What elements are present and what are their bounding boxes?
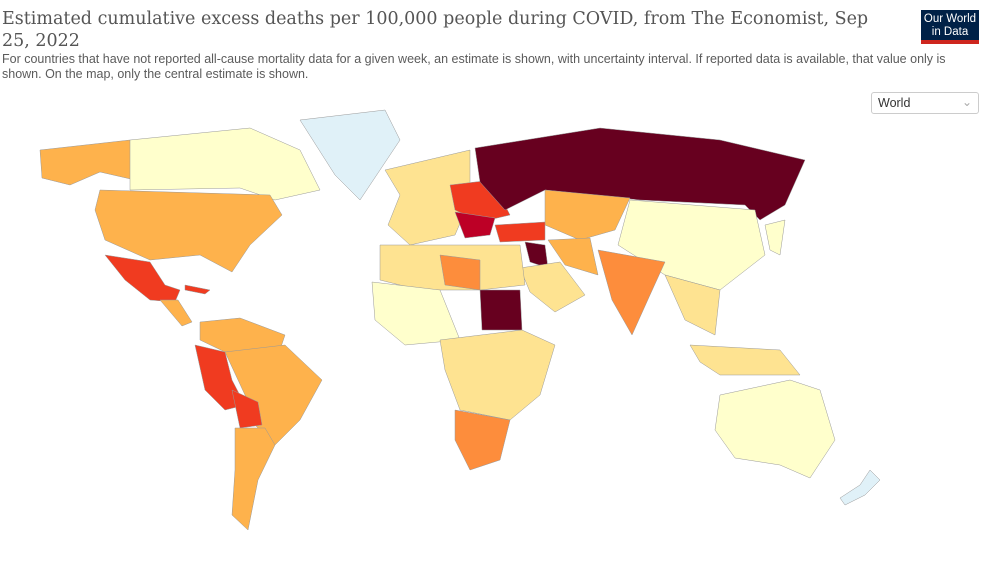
region-alaska[interactable]: Alaska	[39, 139, 136, 186]
region-central-africa[interactable]: Central Africa	[439, 329, 556, 421]
region-sudan[interactable]: Sudan	[479, 289, 523, 331]
region-indonesia[interactable]: Indonesia	[689, 344, 801, 376]
region-bolivia[interactable]: Bolivia	[231, 389, 263, 429]
region-southeast-asia[interactable]: Southeast Asia	[664, 274, 721, 336]
region-southern-africa[interactable]: Southern Africa	[454, 409, 511, 471]
region-central-asia[interactable]: Central Asia	[544, 189, 631, 241]
region-western-europe[interactable]: Western Europe	[384, 149, 471, 246]
region-libya[interactable]: Libya	[439, 254, 481, 291]
region-cuba[interactable]: Cuba	[184, 284, 211, 295]
region-united-states[interactable]: United States	[94, 189, 283, 273]
region-balkans[interactable]: Balkans	[454, 211, 496, 239]
region-select[interactable]: World ⌄	[871, 92, 979, 114]
region-japan[interactable]: Japan	[764, 219, 786, 256]
region-mexico[interactable]: Mexico	[104, 254, 181, 303]
region-australia[interactable]: Australia	[714, 379, 836, 479]
region-turkey[interactable]: Turkey	[494, 221, 546, 243]
chart-title: Estimated cumulative excess deaths per 1…	[2, 9, 869, 51]
region-central-america[interactable]: Central America	[159, 299, 193, 327]
region-west-africa[interactable]: West Africa	[371, 281, 461, 346]
region-new-zealand[interactable]: New Zealand	[839, 469, 881, 506]
chart-subtitle: For countries that have not reported all…	[2, 52, 946, 81]
chevron-down-icon: ⌄	[961, 95, 972, 109]
region-arabia[interactable]: Arabia	[519, 261, 586, 313]
owid-logo[interactable]: Our World in Data	[921, 10, 979, 44]
region-greenland[interactable]: Greenland	[299, 109, 401, 201]
region-iran[interactable]: Iran	[547, 237, 599, 276]
region-argentina[interactable]: Argentina	[231, 427, 276, 531]
region-india[interactable]: India	[597, 249, 666, 336]
region-select-value: World	[878, 96, 911, 110]
region-canada[interactable]: Canada	[129, 127, 321, 201]
